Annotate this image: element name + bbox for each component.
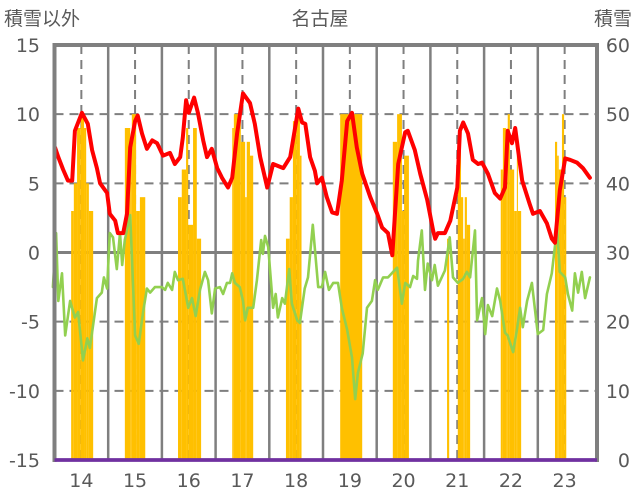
snow-bar (181, 169, 187, 460)
snow-bar (84, 128, 87, 460)
snow-bar (464, 197, 467, 460)
snow-bar (509, 169, 515, 460)
left-tick-label: -5 (21, 312, 40, 334)
x-tick-label: 18 (284, 470, 308, 492)
right-tick-label: 60 (606, 35, 630, 57)
left-tick-label: -10 (9, 381, 40, 403)
snow-bar (517, 211, 522, 460)
snow-bar (404, 155, 409, 460)
right-tick-label: 20 (606, 312, 630, 334)
right-tick-label: 30 (606, 243, 630, 265)
snow-bar (285, 238, 290, 460)
left-tick-label: 15 (16, 35, 40, 57)
snow-bar (447, 238, 450, 460)
snow-bar (296, 114, 300, 461)
snow-bar (245, 197, 247, 460)
left-tick-label: -15 (9, 450, 40, 472)
x-tick-label: 17 (230, 470, 254, 492)
snow-bar (557, 155, 559, 460)
x-tick-label: 14 (69, 470, 93, 492)
snow-bar (232, 128, 234, 460)
left-tick-label: 5 (28, 173, 40, 195)
x-tick-label: 21 (445, 470, 469, 492)
snow-bar (139, 197, 146, 460)
x-tick-label: 19 (338, 470, 362, 492)
left-tick-label: 10 (16, 104, 40, 126)
snow-bar (554, 141, 558, 461)
snow-bar (186, 128, 189, 460)
snow-bar (466, 224, 471, 460)
snow-bar (71, 211, 74, 460)
red-series-line (53, 91, 592, 258)
snow-bar (289, 197, 293, 460)
snow-bar (558, 169, 562, 460)
snow-bar (73, 183, 78, 461)
right-tick-label: 0 (618, 450, 630, 472)
plot-frame (52, 43, 599, 462)
snow-bar (136, 211, 140, 460)
snow-bar (463, 238, 465, 460)
snow-bar (246, 141, 250, 461)
snow-bar (233, 114, 241, 461)
snow-bar (561, 114, 565, 461)
snow-bar (457, 141, 462, 461)
x-tick-label: 15 (123, 470, 147, 492)
right-tick-label: 10 (606, 381, 630, 403)
snow-bar (80, 114, 85, 461)
snow-bar (506, 169, 508, 460)
snow-bar (86, 183, 89, 461)
right-tick-label: 40 (606, 173, 630, 195)
green-series-line (51, 213, 592, 401)
snow-bar (77, 128, 81, 460)
snow-bar (124, 128, 131, 460)
snow-bar (564, 197, 567, 460)
snow-bar (392, 141, 398, 461)
snow-bar (292, 121, 297, 460)
left-axis-label: 積雪以外 (4, 8, 80, 30)
snow-bar (502, 128, 507, 460)
x-tick-label: 16 (177, 470, 201, 492)
snow-bar (196, 238, 202, 460)
snow-bar (178, 197, 182, 460)
right-tick-label: 50 (606, 104, 630, 126)
x-tick-label: 23 (553, 470, 577, 492)
x-tick-label: 22 (499, 470, 523, 492)
snow-bar (461, 197, 464, 460)
snow-bar (193, 128, 197, 460)
snow-bars (71, 114, 567, 461)
snow-bar (516, 155, 518, 460)
snow-bar (507, 114, 510, 461)
snow-bar (130, 141, 132, 461)
snow-bar (401, 211, 405, 460)
x-tick-label: 20 (391, 470, 415, 492)
snow-bar (188, 224, 194, 460)
left-tick-label: 0 (28, 243, 40, 265)
right-axis-label: 積雪 (594, 8, 632, 30)
chart-title: 名古屋 (291, 8, 348, 30)
